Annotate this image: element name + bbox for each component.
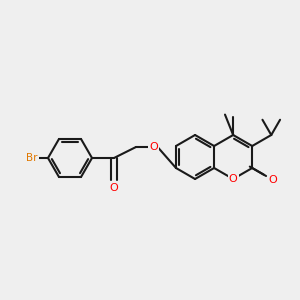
Text: Br: Br: [26, 153, 38, 163]
Text: O: O: [268, 175, 278, 185]
Text: O: O: [110, 183, 118, 193]
Text: O: O: [149, 142, 158, 152]
Text: O: O: [229, 174, 238, 184]
